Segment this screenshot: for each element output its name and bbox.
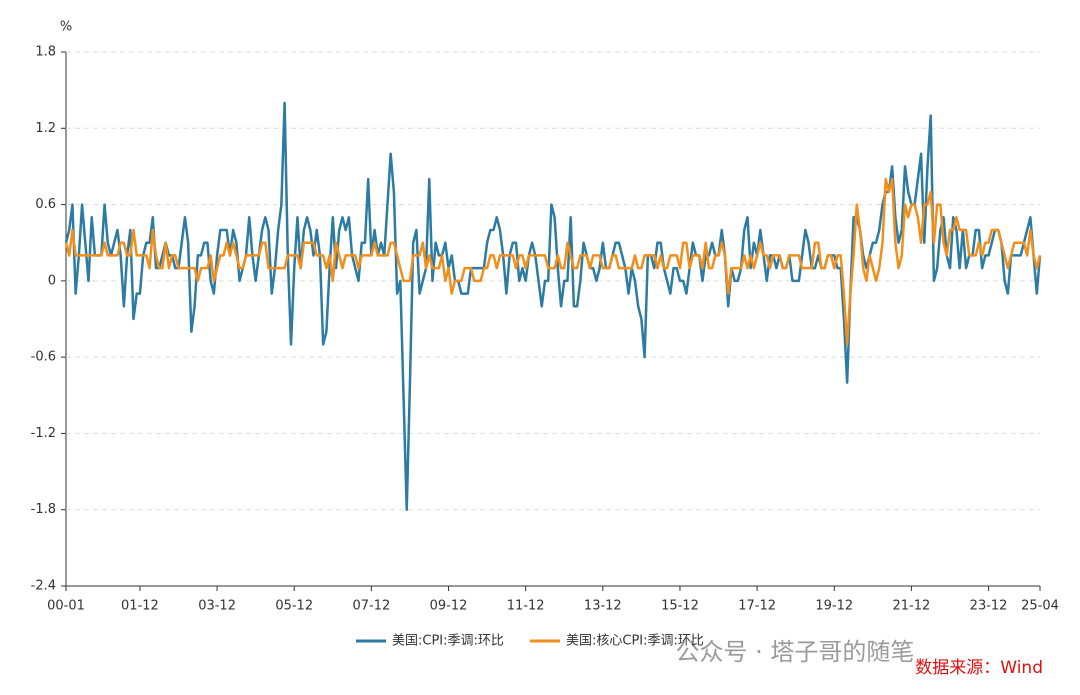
watermark: 公众号 · 塔子哥的随笔 [676, 638, 915, 666]
series-line [64, 101, 1042, 511]
y-tick-label: -0.6 [31, 350, 56, 365]
y-tick-label: 0 [48, 273, 56, 288]
y-tick-label: 1.2 [35, 121, 56, 136]
legend-label: 美国:核心CPI:季调:环比 [566, 634, 704, 649]
x-tick-label: 21-12 [893, 599, 931, 614]
x-tick-label: 00-01 [47, 599, 85, 614]
x-tick-label: 11-12 [507, 599, 545, 614]
y-tick-label: -2.4 [31, 579, 56, 594]
x-tick-label: 17-12 [738, 599, 776, 614]
x-tick-label: 01-12 [121, 599, 159, 614]
x-tick-label: 23-12 [970, 599, 1008, 614]
y-tick-label: 0.6 [35, 197, 56, 212]
y-tick-label: -1.8 [31, 502, 56, 517]
x-tick-label: 07-12 [352, 599, 390, 614]
x-tick-label: 13-12 [584, 599, 622, 614]
x-tick-label: 05-12 [275, 599, 313, 614]
x-tick-label: 19-12 [815, 599, 853, 614]
y-tick-label: -1.2 [31, 426, 56, 441]
x-tick-label: 03-12 [198, 599, 236, 614]
x-tick-label: 25-04 [1021, 599, 1059, 614]
series-line [64, 177, 1042, 346]
source-note: 数据来源：Wind [915, 658, 1043, 678]
y-unit: % [60, 20, 72, 35]
x-tick-label: 09-12 [430, 599, 468, 614]
legend-label: 美国:CPI:季调:环比 [392, 634, 504, 649]
y-tick-label: 1.8 [35, 45, 56, 60]
x-tick-label: 15-12 [661, 599, 699, 614]
